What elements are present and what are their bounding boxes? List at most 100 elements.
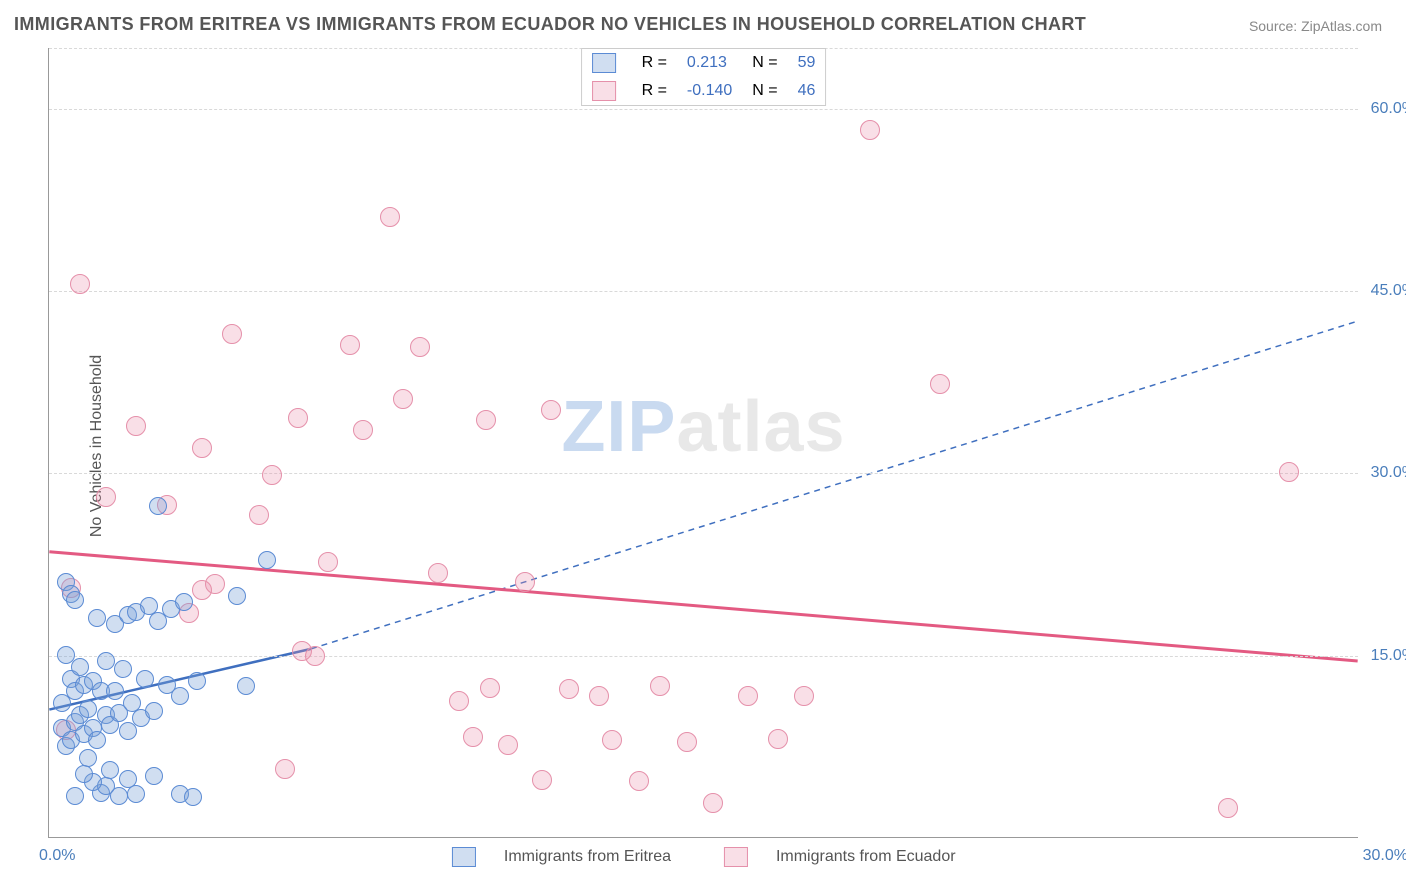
legend-series: Immigrants from Eritrea Immigrants from …: [427, 847, 979, 867]
n-label: N =: [742, 77, 787, 105]
data-point-eritrea: [66, 591, 84, 609]
watermark: ZIPatlas: [561, 386, 845, 468]
data-point-eritrea: [258, 551, 276, 569]
data-point-ecuador: [629, 771, 649, 791]
series-label-ecuador: Immigrants from Ecuador: [776, 848, 956, 865]
legend-row-ecuador: R = -0.140 N = 46: [582, 77, 826, 105]
data-point-eritrea: [149, 497, 167, 515]
plot-area: ZIPatlas R = 0.213 N = 59 R = -0.140 N =…: [48, 48, 1358, 838]
data-point-eritrea: [175, 593, 193, 611]
data-point-ecuador: [480, 678, 500, 698]
data-point-ecuador: [738, 686, 758, 706]
legend-correlation: R = 0.213 N = 59 R = -0.140 N = 46: [581, 48, 827, 106]
data-point-eritrea: [136, 670, 154, 688]
data-point-ecuador: [70, 274, 90, 294]
data-point-ecuador: [428, 563, 448, 583]
data-point-ecuador: [262, 465, 282, 485]
y-tick-label: 60.0%: [1371, 100, 1406, 118]
data-point-eritrea: [119, 722, 137, 740]
data-point-eritrea: [88, 609, 106, 627]
y-tick-label: 45.0%: [1371, 282, 1406, 300]
data-point-eritrea: [97, 652, 115, 670]
data-point-eritrea: [101, 761, 119, 779]
x-tick-label: 0.0%: [39, 847, 75, 865]
data-point-ecuador: [930, 374, 950, 394]
data-point-eritrea: [88, 731, 106, 749]
source-label: Source: ZipAtlas.com: [1249, 18, 1382, 34]
data-point-eritrea: [188, 672, 206, 690]
data-point-ecuador: [498, 735, 518, 755]
data-point-ecuador: [96, 487, 116, 507]
data-point-eritrea: [184, 788, 202, 806]
data-point-ecuador: [768, 729, 788, 749]
data-point-ecuador: [589, 686, 609, 706]
y-tick-label: 15.0%: [1371, 647, 1406, 665]
data-point-ecuador: [476, 410, 496, 430]
data-point-ecuador: [380, 207, 400, 227]
gridline-h: [49, 473, 1358, 474]
swatch-eritrea: [592, 53, 616, 73]
data-point-ecuador: [275, 759, 295, 779]
trend-lines: [49, 48, 1358, 837]
data-point-ecuador: [677, 732, 697, 752]
data-point-ecuador: [205, 574, 225, 594]
watermark-atlas: atlas: [676, 387, 845, 467]
data-point-ecuador: [126, 416, 146, 436]
data-point-ecuador: [192, 438, 212, 458]
data-point-ecuador: [650, 676, 670, 696]
data-point-ecuador: [340, 335, 360, 355]
x-tick-label: 30.0%: [1363, 847, 1406, 865]
data-point-eritrea: [114, 660, 132, 678]
data-point-eritrea: [145, 767, 163, 785]
data-point-eritrea: [145, 702, 163, 720]
data-point-eritrea: [106, 682, 124, 700]
legend-row-eritrea: R = 0.213 N = 59: [582, 49, 826, 77]
legend-item-eritrea: Immigrants from Eritrea: [439, 848, 687, 865]
data-point-ecuador: [410, 337, 430, 357]
data-point-ecuador: [602, 730, 622, 750]
data-point-ecuador: [292, 641, 312, 661]
data-point-ecuador: [249, 505, 269, 525]
data-point-ecuador: [288, 408, 308, 428]
data-point-eritrea: [79, 700, 97, 718]
n-value-ecuador: 46: [788, 77, 826, 105]
data-point-eritrea: [237, 677, 255, 695]
n-value-eritrea: 59: [788, 49, 826, 77]
data-point-ecuador: [860, 120, 880, 140]
gridline-h: [49, 291, 1358, 292]
r-label: R =: [632, 49, 677, 77]
data-point-ecuador: [1279, 462, 1299, 482]
r-value-ecuador: -0.140: [677, 77, 742, 105]
swatch-eritrea-b: [451, 847, 475, 867]
chart-title: IMMIGRANTS FROM ERITREA VS IMMIGRANTS FR…: [14, 14, 1086, 35]
swatch-ecuador: [592, 81, 616, 101]
r-value-eritrea: 0.213: [677, 49, 742, 77]
data-point-ecuador: [541, 400, 561, 420]
data-point-ecuador: [463, 727, 483, 747]
legend-item-ecuador: Immigrants from Ecuador: [711, 848, 967, 865]
data-point-ecuador: [222, 324, 242, 344]
swatch-ecuador-b: [723, 847, 747, 867]
gridline-h: [49, 109, 1358, 110]
data-point-eritrea: [228, 587, 246, 605]
data-point-ecuador: [515, 572, 535, 592]
data-point-ecuador: [353, 420, 373, 440]
y-tick-label: 30.0%: [1371, 464, 1406, 482]
r-label: R =: [632, 77, 677, 105]
data-point-eritrea: [75, 765, 93, 783]
data-point-ecuador: [703, 793, 723, 813]
data-point-ecuador: [1218, 798, 1238, 818]
data-point-ecuador: [794, 686, 814, 706]
data-point-eritrea: [171, 687, 189, 705]
data-point-ecuador: [449, 691, 469, 711]
data-point-eritrea: [66, 787, 84, 805]
data-point-eritrea: [127, 785, 145, 803]
data-point-ecuador: [393, 389, 413, 409]
data-point-ecuador: [559, 679, 579, 699]
data-point-eritrea: [119, 770, 137, 788]
series-label-eritrea: Immigrants from Eritrea: [504, 848, 671, 865]
data-point-eritrea: [57, 646, 75, 664]
data-point-ecuador: [318, 552, 338, 572]
data-point-ecuador: [532, 770, 552, 790]
n-label: N =: [742, 49, 787, 77]
